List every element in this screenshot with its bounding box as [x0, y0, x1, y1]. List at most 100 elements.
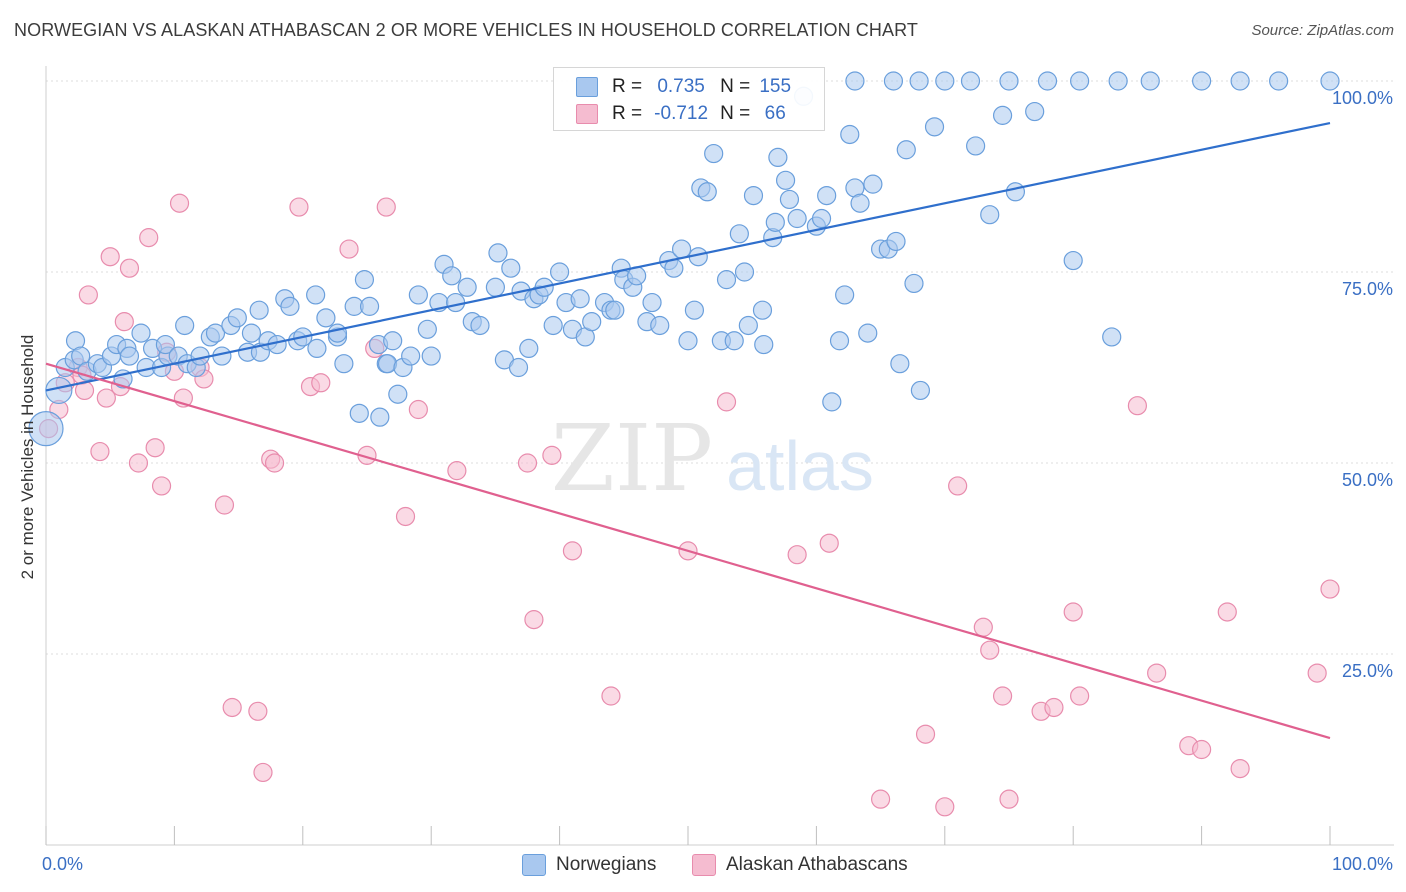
bottom-legend-label-norwegians: Norwegians: [556, 854, 657, 875]
y-tick-label: 100.0%: [1332, 88, 1393, 108]
norwegians-point: [966, 136, 986, 156]
norwegians-point: [582, 312, 602, 332]
alaskan-athabascans-point: [1191, 739, 1212, 760]
alaskan-athabascans-point: [787, 545, 807, 565]
trend-lines: [45, 121, 1331, 740]
norwegians-point: [205, 323, 226, 343]
alaskan-athabascans-point: [151, 476, 172, 496]
norwegians-point: [822, 392, 842, 412]
norwegians-point: [734, 262, 755, 282]
norwegians-point: [1191, 71, 1212, 91]
norwegians-point: [845, 71, 865, 91]
norwegians-point: [570, 289, 590, 309]
norwegians-point: [1005, 182, 1026, 202]
norwegians-point: [1070, 71, 1090, 91]
norwegians-point: [910, 380, 931, 401]
alaskan-athabascans-point: [1070, 686, 1090, 706]
y-tick-label: 25.0%: [1342, 661, 1393, 681]
bottom-legend-label-alaskan-athabascans: Alaskan Athabascans: [726, 854, 908, 875]
y-axis-title: 2 or more Vehicles in Household: [18, 334, 37, 580]
alaskan-athabascans-point: [1217, 602, 1237, 622]
alaskan-athabascans-point: [935, 797, 955, 817]
norwegians-point: [671, 239, 692, 259]
alaskan-athabascans-point: [289, 197, 309, 217]
norwegians-point: [779, 189, 800, 210]
watermark-zip: ZIP: [551, 405, 713, 512]
bottom-legend-swatch-alaskan-athabascans: [692, 854, 716, 876]
alaskan-athabascans-point: [980, 640, 1000, 660]
norwegians-point: [485, 277, 505, 297]
norwegians-point: [754, 334, 774, 355]
norwegians-point: [999, 71, 1019, 91]
alaskan-athabascans-point: [1044, 697, 1064, 718]
norwegians-point: [445, 292, 466, 313]
norwegians-point: [1108, 71, 1128, 91]
alaskan-athabascans-point: [447, 461, 467, 481]
legend-r-value: 0.735: [657, 76, 705, 97]
legend-swatch-norwegians: [576, 77, 598, 97]
legend-r-label: R =: [612, 103, 643, 124]
norwegians-point: [421, 346, 441, 366]
alaskan-athabascans-point: [1307, 663, 1327, 683]
y-tick-label: 50.0%: [1342, 470, 1393, 490]
norwegians-point: [605, 300, 625, 320]
bottom-legend-norwegians: Norwegians: [522, 852, 656, 878]
grid-lines: [46, 80, 1394, 655]
norwegians-point: [896, 140, 916, 160]
tick-labels: 100.0% 75.0% 50.0% 25.0% 0.0% 100.0%: [42, 88, 1393, 874]
norwegians-point: [1037, 71, 1058, 91]
norwegians-point: [886, 231, 906, 252]
norwegians-points: [28, 71, 1340, 447]
norwegians-point: [650, 315, 670, 336]
norwegians-point: [858, 323, 878, 343]
norwegians-point: [817, 186, 837, 206]
alaskan-athabascans-point: [1230, 758, 1250, 779]
norwegians-point: [909, 71, 929, 91]
norwegians-point: [488, 243, 508, 263]
alaskan-athabascans-point: [90, 441, 110, 462]
alaskan-athabascans-point: [78, 285, 98, 305]
norwegians-point: [45, 376, 73, 405]
bottom-legend-alaskan-athabascans: Alaskan Athabascans: [692, 852, 908, 878]
norwegians-point: [519, 338, 539, 358]
norwegians-point: [787, 208, 807, 229]
norwegians-point: [501, 258, 521, 278]
alaskan-athabascans-point: [542, 445, 562, 465]
alaskan-athabascans-point: [1320, 579, 1340, 599]
norwegians-point: [829, 331, 850, 351]
norwegians-point: [28, 411, 64, 447]
norwegians-point: [765, 212, 785, 232]
norwegians-point: [883, 71, 904, 91]
chart-source: Source: ZipAtlas.com: [1251, 22, 1394, 39]
norwegians-point: [383, 331, 403, 351]
norwegians-point: [729, 224, 749, 244]
alaskan-athabascans-point: [408, 399, 428, 420]
alaskan-athabascans-point: [999, 789, 1019, 809]
norwegians-point: [1230, 71, 1250, 91]
norwegians-point: [388, 384, 408, 404]
norwegians-point: [334, 354, 354, 374]
norwegians-point: [349, 403, 369, 423]
norwegians-point: [980, 205, 1000, 225]
alaskan-athabascans-point: [339, 239, 359, 259]
alaskan-athabascans-point: [1063, 602, 1083, 622]
alaskan-athabascans-point: [100, 247, 120, 267]
norwegians-point: [442, 266, 462, 286]
norwegians-point: [904, 273, 924, 294]
norwegians-point: [508, 357, 529, 378]
alaskan-athabascans-point: [992, 686, 1013, 706]
alaskan-athabascans-point: [517, 453, 538, 473]
alaskan-athabascans-trend-line: [45, 362, 1331, 740]
norwegians-point: [327, 323, 348, 343]
norwegians-point: [863, 174, 883, 194]
alaskan-athabascans-point: [948, 476, 968, 496]
norwegians-point: [840, 124, 860, 145]
alaskan-athabascans-point: [96, 388, 116, 408]
norwegians-point: [890, 354, 910, 374]
norwegians-point: [241, 323, 262, 343]
legend-row-norwegians: R = 0.735 N = 155: [576, 74, 800, 100]
alaskan-athabascans-point: [264, 453, 285, 473]
alaskan-athabascans-point: [139, 228, 159, 248]
alaskan-athabascans-point: [253, 762, 273, 783]
norwegians-point: [775, 170, 796, 190]
